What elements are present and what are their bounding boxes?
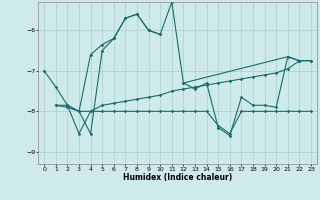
X-axis label: Humidex (Indice chaleur): Humidex (Indice chaleur)	[123, 173, 232, 182]
